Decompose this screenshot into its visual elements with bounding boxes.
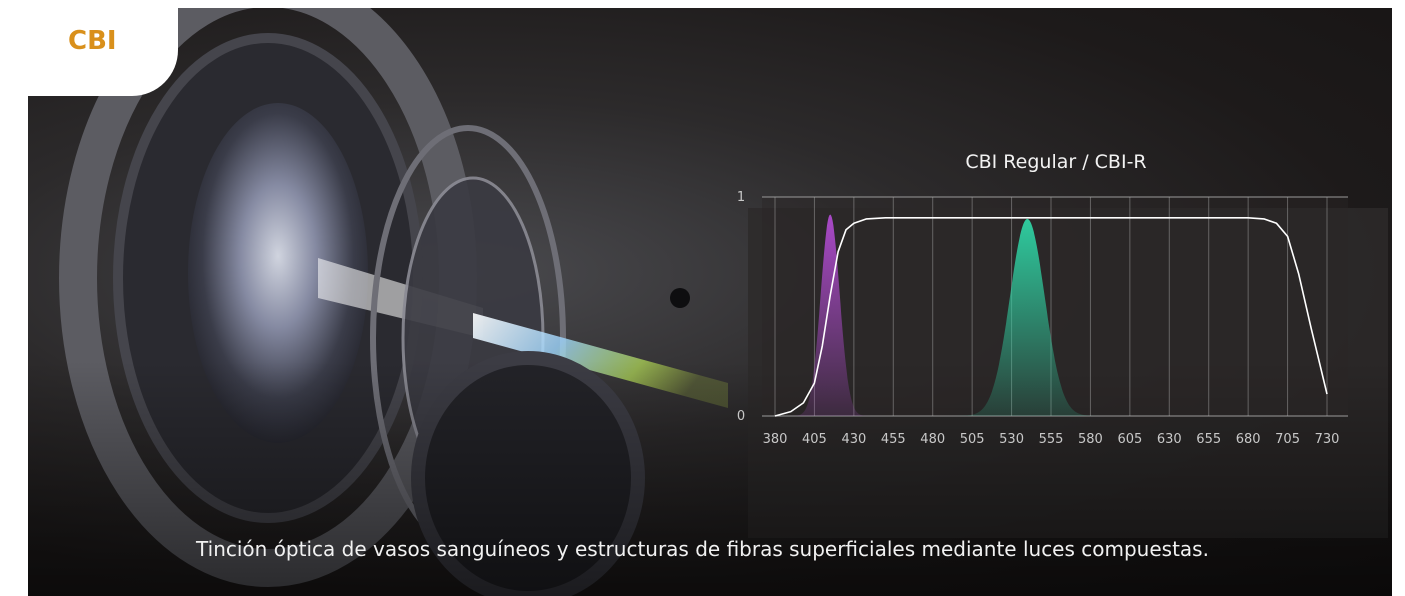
y-axis-ticks: 01	[737, 190, 745, 424]
x-tick-label: 705	[1275, 432, 1300, 447]
chart-lines	[774, 217, 1328, 417]
x-tick-label: 530	[999, 432, 1024, 447]
x-tick-label: 505	[960, 432, 985, 447]
x-tick-label: 430	[841, 432, 866, 447]
x-tick-label: 480	[920, 432, 945, 447]
chart-bands	[787, 214, 1106, 416]
x-tick-label: 380	[763, 432, 788, 447]
spectrum-band	[949, 218, 1106, 416]
lens-illustration	[28, 8, 1392, 596]
spectrum-band	[787, 214, 873, 416]
badge-tab: CBI	[28, 0, 178, 96]
filter-curve-line	[774, 217, 1328, 417]
x-tick-label: 680	[1236, 432, 1261, 447]
x-tick-label: 630	[1157, 432, 1182, 447]
caption-text: Tinción óptica de vasos sanguíneos y est…	[196, 537, 1209, 561]
x-axis-ticks: 380 405 430 455 480 505 530 555 580 605 630 655 680 7…	[763, 432, 1340, 447]
x-tick-label: 405	[802, 432, 827, 447]
y-tick-label: 0	[737, 409, 745, 424]
x-tick-label: 605	[1117, 432, 1142, 447]
chart-grid	[762, 196, 1348, 417]
x-tick-label: 580	[1078, 432, 1103, 447]
background-scene	[28, 8, 1392, 596]
x-tick-label: 730	[1315, 432, 1340, 447]
x-tick-label: 655	[1196, 432, 1221, 447]
badge-label: CBI	[68, 26, 117, 56]
x-tick-label: 555	[1039, 432, 1064, 447]
chart-title: CBI Regular / CBI-R	[965, 151, 1146, 173]
y-tick-label: 1	[737, 190, 745, 205]
x-tick-label: 455	[881, 432, 906, 447]
